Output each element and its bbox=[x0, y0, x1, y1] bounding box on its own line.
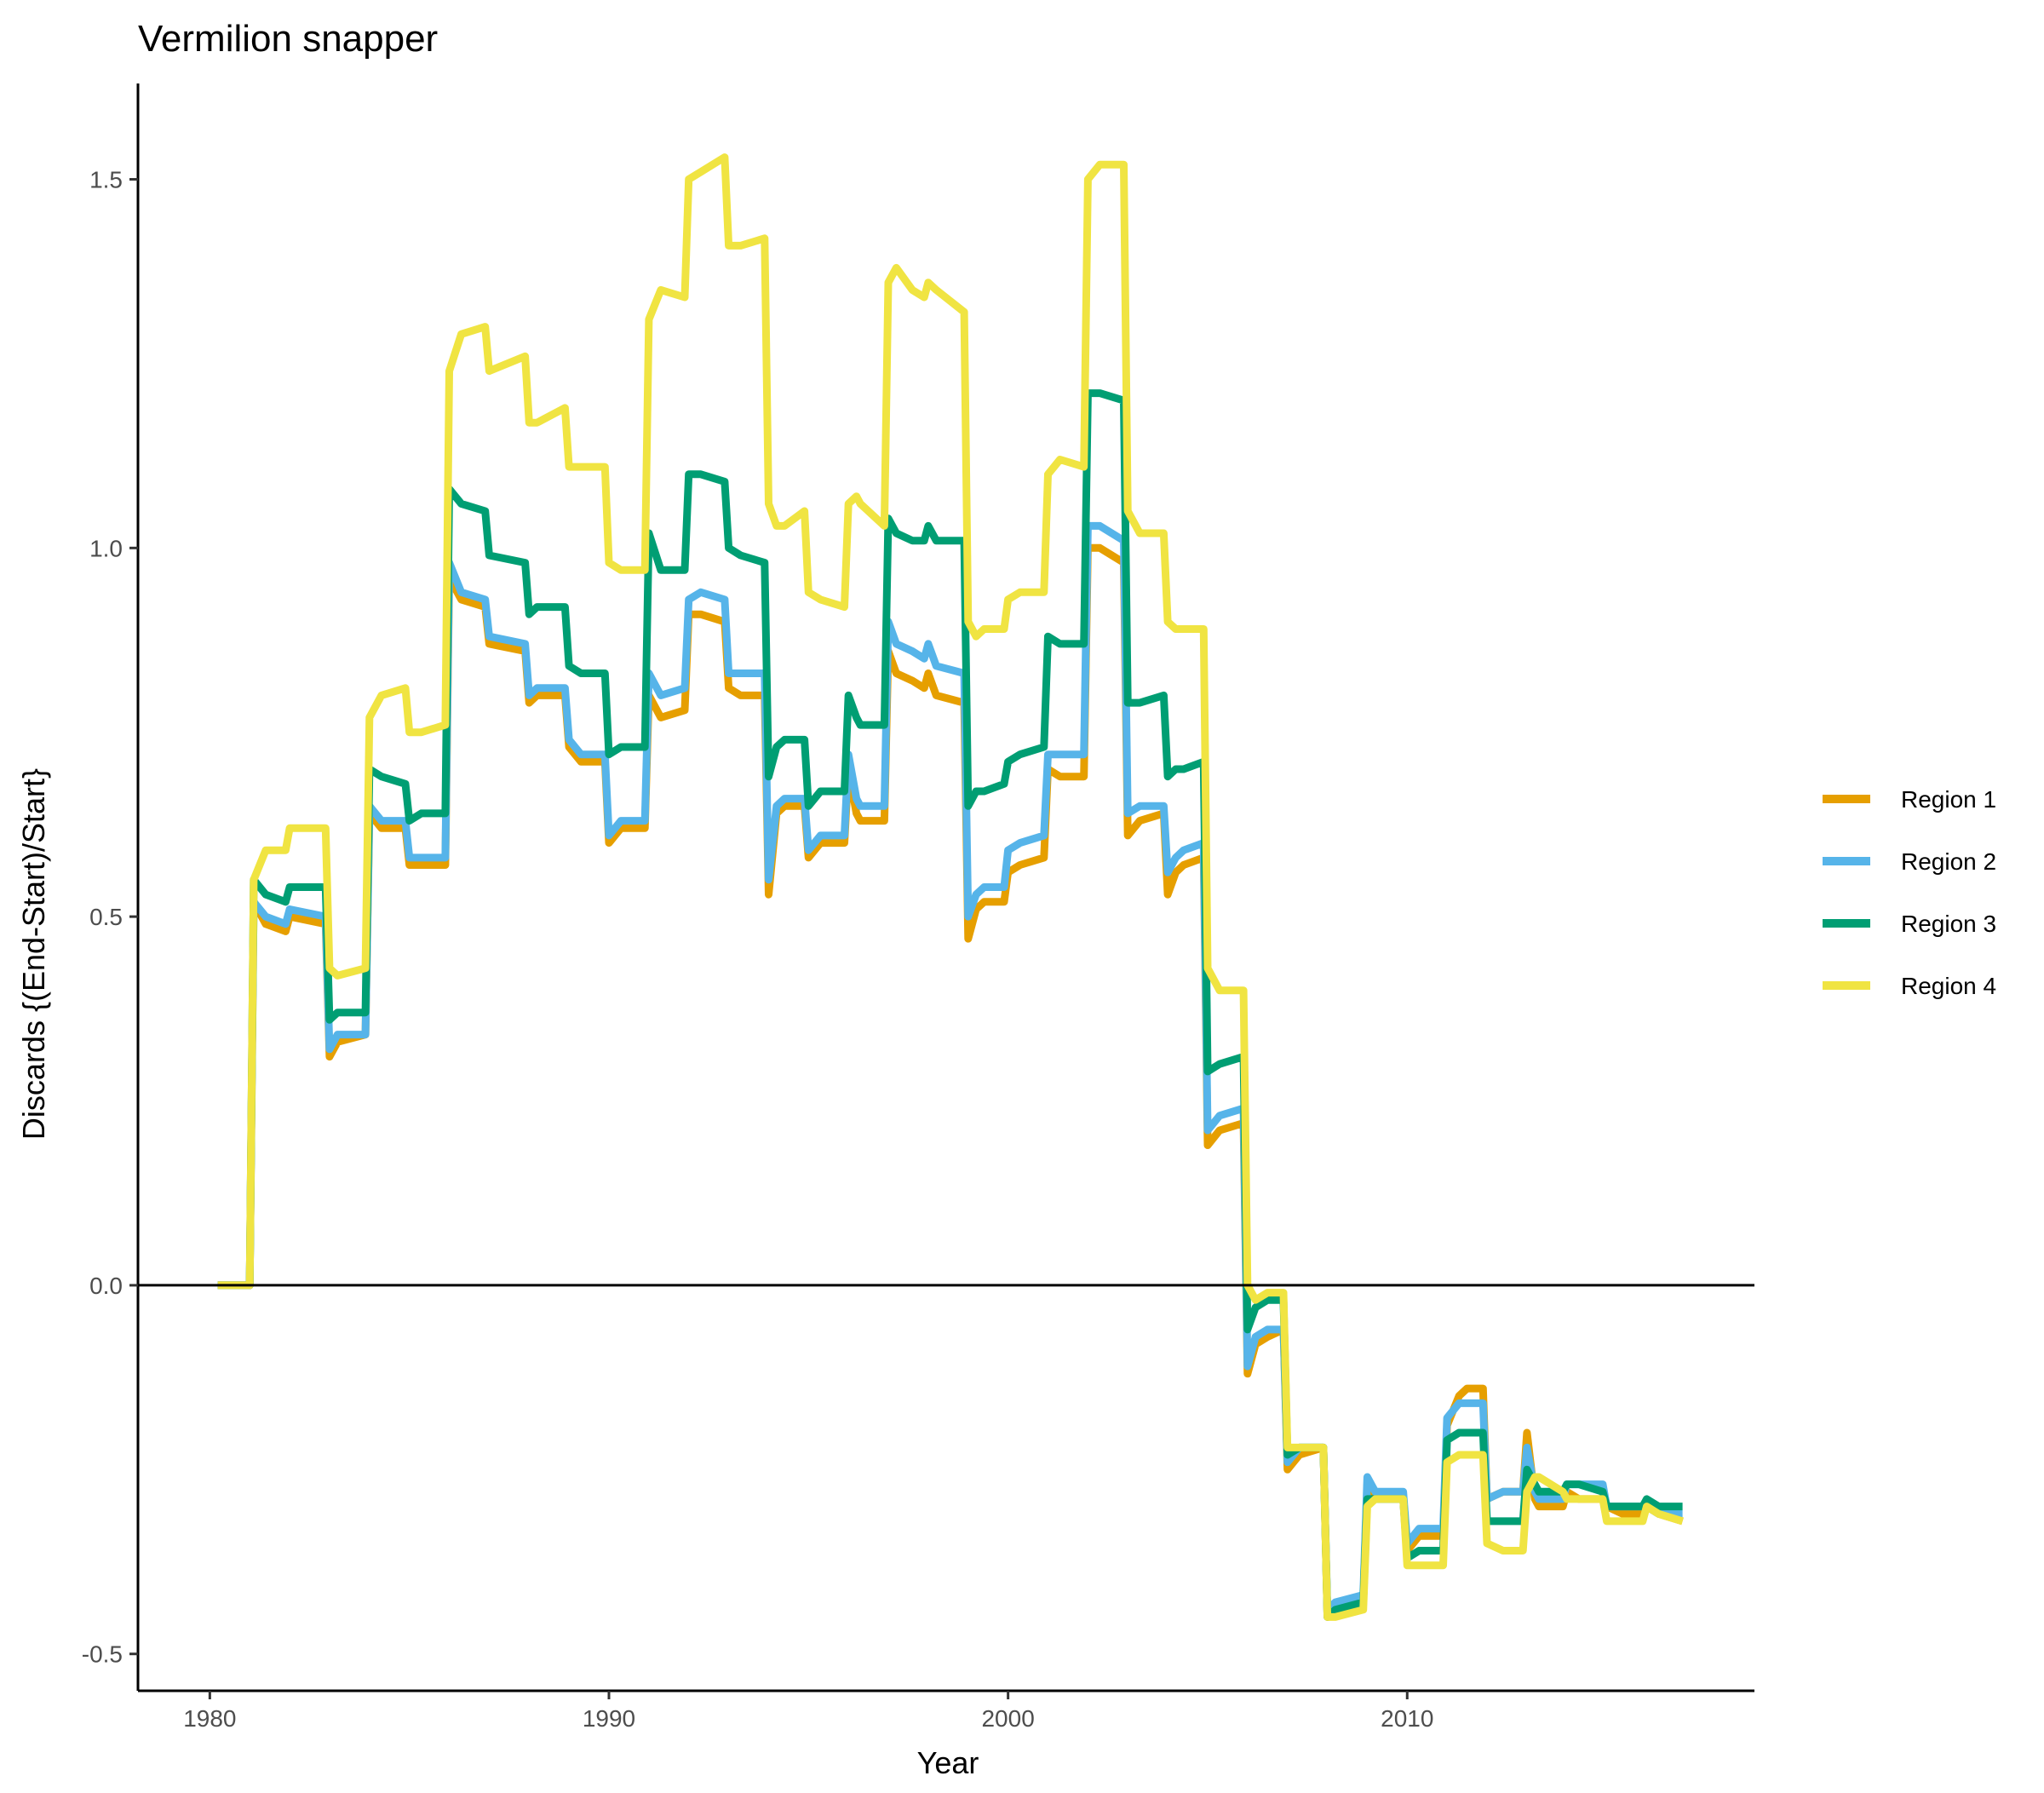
plot-area: 1980 1990 2000 2010 -0.5 0.0 0.5 1.0 1.5 bbox=[82, 83, 1754, 1732]
series-line-region-4 bbox=[217, 153, 1684, 1621]
x-axis-title: Year bbox=[917, 1745, 979, 1780]
y-tick-label: 1.5 bbox=[89, 167, 123, 193]
y-tick-label: 1.0 bbox=[89, 535, 123, 561]
y-tick-label: 0.5 bbox=[89, 904, 123, 930]
legend-label: Region 3 bbox=[1901, 911, 1996, 937]
x-axis-ticks: 1980 1990 2000 2010 bbox=[183, 1691, 1433, 1732]
series-layer bbox=[217, 153, 1684, 1621]
y-axis-ticks: -0.5 0.0 0.5 1.0 1.5 bbox=[82, 167, 138, 1668]
x-tick-label: 1990 bbox=[583, 1705, 635, 1732]
series-line-region-2 bbox=[217, 521, 1683, 1614]
legend-label: Region 1 bbox=[1901, 786, 1996, 813]
x-tick-label: 2010 bbox=[1381, 1705, 1433, 1732]
legend-label: Region 2 bbox=[1901, 848, 1996, 875]
series-line-region-3 bbox=[217, 389, 1683, 1621]
legend-label: Region 4 bbox=[1901, 973, 1996, 999]
x-tick-label: 1980 bbox=[183, 1705, 236, 1732]
legend: Region 1 Region 2 Region 3 Region 4 bbox=[1823, 786, 1996, 999]
chart-title: Vermilion snapper bbox=[138, 18, 438, 60]
x-tick-label: 2000 bbox=[981, 1705, 1034, 1732]
y-tick-label: 0.0 bbox=[89, 1273, 123, 1299]
y-tick-label: -0.5 bbox=[82, 1641, 123, 1668]
y-axis-title: Discards {(End-Start)/Start} bbox=[16, 768, 51, 1140]
